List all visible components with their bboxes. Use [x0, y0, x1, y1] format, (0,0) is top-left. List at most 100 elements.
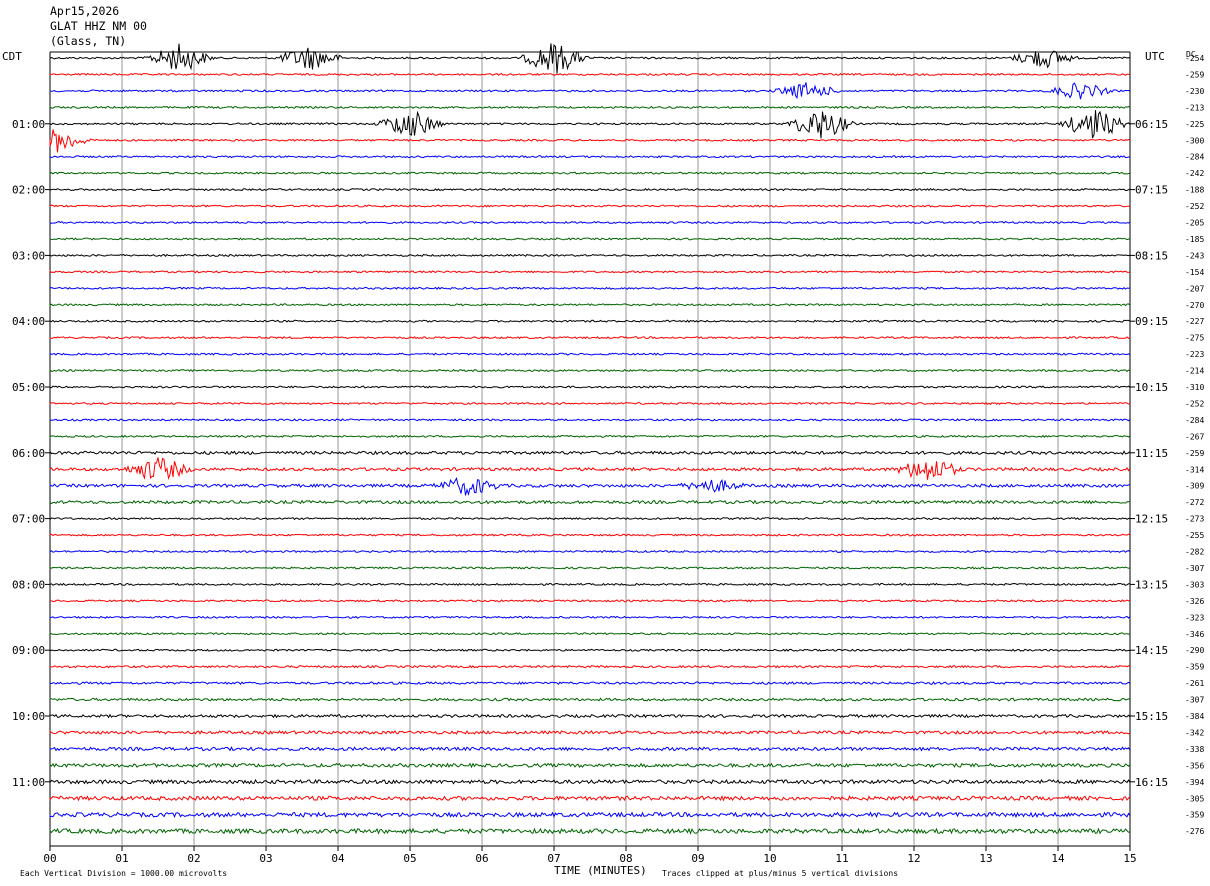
left-hour-label: 10:00 — [12, 710, 45, 723]
clip-note: Traces clipped at plus/minus 5 vertical … — [662, 869, 898, 878]
trace-row-19 — [49, 368, 1131, 373]
dc-offset-label: -272 — [1185, 498, 1204, 507]
dc-offset-label: -276 — [1185, 827, 1204, 836]
dc-offset-label: -342 — [1185, 728, 1204, 737]
x-tick-label: 08 — [619, 852, 632, 865]
dc-label: DC — [1186, 50, 1196, 59]
trace-row-2 — [49, 82, 1131, 100]
trace-row-26 — [49, 477, 1131, 496]
dc-offset-label: -242 — [1185, 169, 1204, 178]
dc-offset-label: -223 — [1185, 350, 1204, 359]
x-tick-label: 11 — [835, 852, 848, 865]
trace-row-9 — [49, 204, 1131, 208]
dc-offset-label: -254 — [1185, 54, 1204, 63]
left-hour-label: 02:00 — [12, 184, 45, 197]
dc-offset-label: -227 — [1185, 317, 1204, 326]
dc-offset-label: -356 — [1185, 761, 1204, 770]
x-tick-label: 09 — [691, 852, 704, 865]
x-tick-label: 14 — [1051, 852, 1065, 865]
time-grid — [45, 51, 1135, 851]
dc-offset-label: -243 — [1185, 251, 1204, 260]
trace-row-21 — [49, 401, 1131, 405]
dc-offset-label: -214 — [1185, 367, 1204, 376]
trace-row-39 — [49, 697, 1131, 702]
dc-offset-label: -259 — [1185, 70, 1204, 79]
trace-row-18 — [49, 352, 1131, 356]
trace-row-32 — [49, 582, 1130, 587]
dc-offset-label: -384 — [1185, 712, 1204, 721]
trace-row-46 — [49, 811, 1131, 819]
left-hour-label: 11:00 — [12, 776, 45, 789]
right-hour-label: 06:15 — [1135, 118, 1168, 131]
trace-row-7 — [49, 171, 1131, 176]
right-hour-label: 13:15 — [1135, 578, 1168, 591]
right-hour-label: 15:15 — [1135, 710, 1168, 723]
dc-offset-label: -310 — [1185, 383, 1204, 392]
dc-offset-label: -213 — [1185, 103, 1204, 112]
left-hour-label: 07:00 — [12, 513, 45, 526]
left-hour-label: 08:00 — [12, 578, 45, 591]
dc-offset-label: -359 — [1185, 811, 1204, 820]
dc-offset-label: -300 — [1185, 136, 1204, 145]
trace-row-14 — [49, 286, 1131, 290]
right-hour-label: 12:15 — [1135, 513, 1168, 526]
dc-offset-label: -275 — [1185, 334, 1204, 343]
dc-offset-label: -230 — [1185, 87, 1204, 96]
dc-offset-label: -225 — [1185, 120, 1204, 129]
trace-row-23 — [49, 434, 1131, 438]
right-hour-label: 09:15 — [1135, 315, 1168, 328]
seismic-traces — [49, 43, 1131, 835]
dc-offset-label: -261 — [1185, 679, 1204, 688]
trace-row-44 — [49, 778, 1131, 785]
x-tick-label: 03 — [259, 852, 272, 865]
trace-row-12 — [49, 253, 1131, 257]
trace-row-1 — [49, 72, 1131, 77]
trace-row-42 — [49, 746, 1131, 752]
dc-offset-label: -185 — [1185, 235, 1204, 244]
trace-row-45 — [49, 795, 1131, 802]
trace-row-31 — [49, 566, 1131, 570]
dc-offset-label: -282 — [1185, 548, 1204, 557]
x-tick-label: 15 — [1123, 852, 1136, 865]
trace-row-34 — [49, 615, 1131, 619]
left-hour-label: 06:00 — [12, 447, 45, 460]
trace-row-43 — [49, 762, 1131, 769]
trace-row-10 — [49, 220, 1131, 225]
trace-row-20 — [49, 385, 1131, 389]
dc-offset-label: -290 — [1185, 646, 1204, 655]
trace-row-38 — [49, 681, 1131, 686]
dc-offset-label: -207 — [1185, 284, 1204, 293]
dc-offset-label: -309 — [1185, 482, 1204, 491]
cdt-label: CDT — [2, 50, 22, 63]
trace-row-28 — [49, 516, 1131, 521]
header-station: GLAT HHZ NM 00 — [50, 19, 147, 33]
x-tick-label: 06 — [475, 852, 488, 865]
x-tick-label: 01 — [115, 852, 128, 865]
trace-row-0 — [49, 43, 1131, 74]
dc-offset-label: -259 — [1185, 449, 1204, 458]
dc-offset-label: -154 — [1185, 268, 1204, 277]
left-hour-label: 03:00 — [12, 249, 45, 262]
trace-row-40 — [49, 713, 1131, 719]
x-tick-label: 00 — [43, 852, 56, 865]
dc-offset-label: -307 — [1185, 564, 1204, 573]
trace-row-29 — [49, 533, 1131, 537]
x-tick-label: 12 — [907, 852, 920, 865]
trace-row-25 — [49, 457, 1131, 481]
axis-labels: 00 01 02 03 04 05 06 07 08 09 10 11 12 13 14 15 -254 -259… — [12, 54, 1204, 865]
left-hour-label: 04:00 — [12, 315, 45, 328]
header-location: (Glass, TN) — [50, 34, 127, 48]
trace-row-13 — [49, 270, 1131, 274]
trace-row-37 — [49, 664, 1131, 669]
dc-offset-label: -314 — [1185, 465, 1204, 474]
dc-offset-label: -359 — [1185, 663, 1204, 672]
x-tick-label: 13 — [979, 852, 992, 865]
trace-row-22 — [49, 418, 1131, 422]
dc-offset-label: -267 — [1185, 432, 1204, 441]
x-tick-label: 02 — [187, 852, 200, 865]
left-hour-label: 09:00 — [12, 644, 45, 657]
scale-note: Each Vertical Division = 1000.00 microvo… — [20, 869, 227, 878]
right-hour-label: 07:15 — [1135, 184, 1168, 197]
dc-offset-label: -273 — [1185, 515, 1204, 524]
